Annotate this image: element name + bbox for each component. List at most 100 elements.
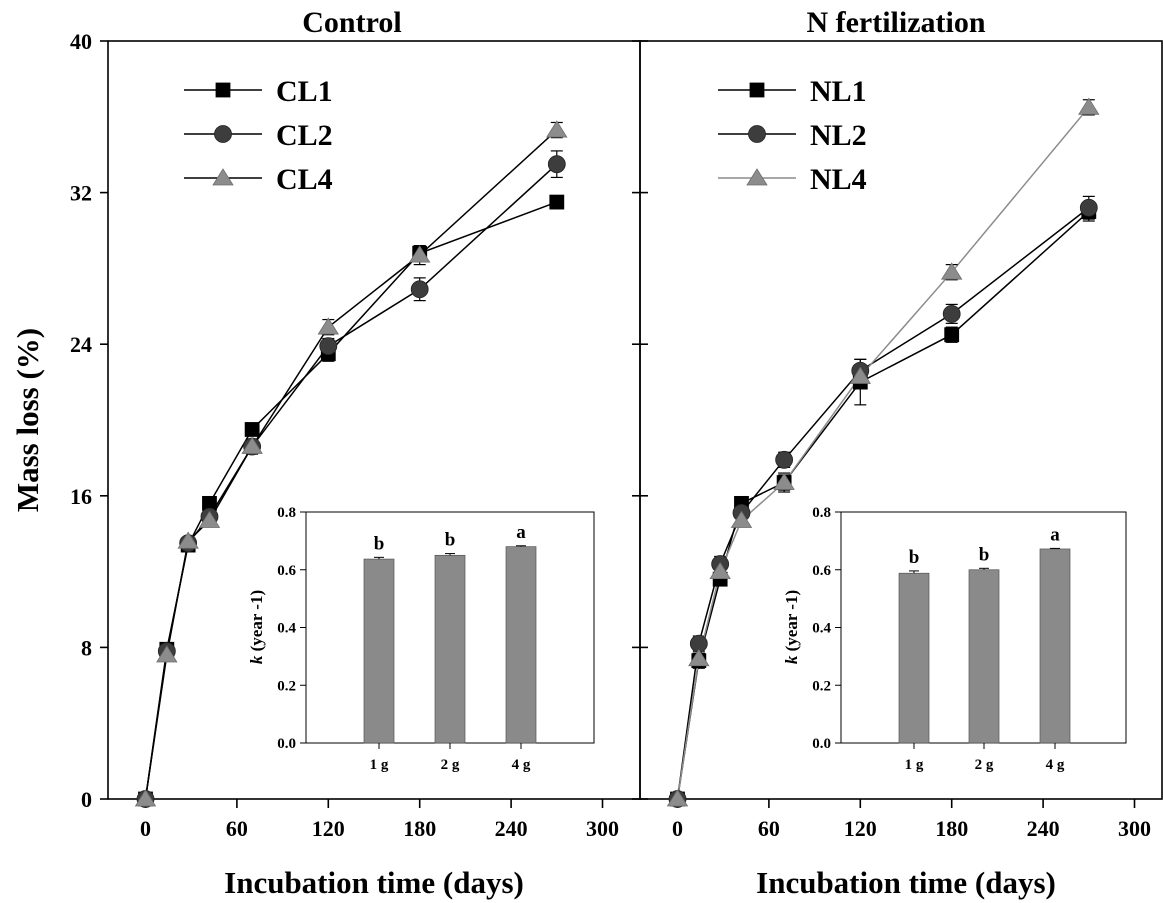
control-y-tick-label: 32 (70, 181, 92, 206)
n-fertilization-point-NL4 (730, 510, 753, 528)
n-fertilization-panel-title: N fertilization (806, 6, 985, 39)
control-point-CL4 (134, 789, 157, 807)
n-fertilization-inset-ylabel-k: k (782, 655, 801, 664)
control-inset-y-tick-label: 0.0 (277, 736, 296, 752)
n-fertilization-series-line-NL2 (676, 207, 1090, 800)
control-point-CL4 (177, 531, 199, 549)
n-fertilization-legend-label-NL2: NL2 (810, 119, 867, 152)
control-y-tick-label: 16 (70, 484, 92, 509)
n-fertilization-inset-y-tick-label: 0.0 (812, 736, 831, 752)
n-fertilization-inset-ylabel-unit: (year -1) (782, 590, 801, 656)
control-x-tick-label: 120 (312, 816, 345, 841)
control-inset-x-tick-label: 4 g (512, 757, 531, 773)
n-fertilization-inset-y-axis-title: k (year -1) (782, 590, 801, 664)
n-fertilization-point-NL4 (773, 472, 795, 490)
n-fertilization-legend-label-NL4: NL4 (810, 163, 867, 196)
control-inset-y-tick-label: 0.8 (277, 505, 296, 521)
control-point-CL1 (244, 422, 260, 437)
n-fertilization-panel: N fertilization Incubation time (days) 0… (632, 6, 1163, 900)
control-inset-ylabel-k: k (247, 655, 266, 664)
n-fertilization-inset-x-tick-label: 1 g (905, 757, 924, 773)
control-y-tick-label: 8 (81, 635, 92, 660)
n-fertilization-inset-y-tick-label: 0.6 (812, 563, 831, 579)
control-legend-label-CL4: CL4 (276, 163, 333, 196)
n-fertilization-x-axis-title: Incubation time (days) (756, 865, 1056, 900)
y-axis-title: Mass loss (%) (10, 328, 45, 512)
n-fertilization-point-NL2 (942, 304, 961, 323)
control-x-tick-label: 240 (495, 816, 528, 841)
control-k-inset: k (year -1) 0.0 0.2 0.4 0.6 0.8 1 g b 2 g b 4 g a (247, 505, 595, 773)
control-x-axis-title: Incubation time (days) (224, 865, 524, 900)
n-fertilization-x-tick-label: 180 (935, 816, 968, 841)
n-fertilization-point-NL2 (1079, 198, 1098, 217)
control-point-CL4 (408, 245, 431, 263)
control-point-CL4 (241, 436, 263, 454)
n-fertilization-inset-x-tick-label: 2 g (975, 757, 994, 773)
n-fertilization-point-NL1 (944, 327, 960, 343)
control-inset-bar-2 (434, 554, 466, 744)
control-inset-significance-letter: b (445, 530, 456, 551)
n-fertilization-point-NL4 (666, 789, 689, 807)
control-inset-y-tick-label: 0.4 (277, 621, 296, 637)
n-fertilization-inset-significance-letter: b (979, 544, 990, 565)
n-fertilization-inset-bar-2 (968, 569, 1000, 744)
n-fertilization-x-tick-label: 120 (844, 816, 877, 841)
n-fertilization-k-inset: k (year -1) 0.0 0.2 0.4 0.6 0.8 1 g b 2 g b 4 g a (782, 505, 1127, 773)
control-panel-title: Control (302, 6, 401, 39)
control-panel: Control Incubation time (days) 0 60 120 180… (70, 6, 648, 900)
n-fertilization-point-NL4 (849, 366, 872, 384)
n-fertilization-x-tick-label: 300 (1118, 816, 1151, 841)
control-inset-y-axis-title: k (year -1) (247, 590, 266, 664)
control-inset-bar-3 (505, 546, 537, 744)
n-fertilization-legend-marker-NL1 (749, 82, 765, 98)
control-y-tick-label: 0 (81, 787, 92, 812)
n-fertilization-inset-x-tick-label: 4 g (1046, 757, 1065, 773)
control-point-CL2 (319, 337, 338, 355)
control-inset-y-tick-label: 0.6 (277, 563, 296, 579)
n-fertilization-x-tick-label: 60 (758, 816, 780, 841)
control-legend-label-CL2: CL2 (276, 119, 333, 152)
n-fertilization-point-NL4 (940, 262, 963, 280)
n-fertilization-point-NL4 (709, 561, 731, 579)
control-y-tick-label: 40 (70, 29, 92, 54)
control-point-CL4 (198, 510, 221, 528)
control-inset-bar-1 (363, 558, 395, 744)
n-fertilization-legend-marker-NL2 (748, 125, 766, 143)
control-legend-marker-CL4 (212, 168, 234, 186)
n-fertilization-inset-bar-3 (1039, 548, 1071, 744)
n-fertilization-inset-significance-letter: b (909, 547, 920, 568)
n-fertilization-inset-significance-letter: a (1050, 524, 1060, 545)
control-x-tick-label: 300 (586, 816, 619, 841)
control-x-tick-label: 60 (226, 816, 248, 841)
n-fertilization-legend-marker-NL4 (746, 168, 768, 186)
control-point-CL4 (156, 645, 178, 663)
control-inset-significance-letter: b (374, 533, 385, 554)
control-inset-y-tick-label: 0.2 (277, 678, 296, 694)
n-fertilization-inset-y-tick-label: 0.8 (812, 505, 831, 521)
control-inset-x-tick-label: 1 g (370, 757, 389, 773)
control-point-CL4 (317, 317, 340, 335)
n-fertilization-inset-bar-1 (898, 572, 930, 744)
control-series-line-CL4 (144, 129, 558, 800)
control-x-tick-label: 180 (403, 816, 436, 841)
control-point-CL2 (410, 280, 429, 299)
control-inset-ylabel-unit: (year -1) (247, 590, 266, 656)
control-inset-significance-letter: a (516, 522, 526, 543)
n-fertilization-plot-frame (639, 40, 1163, 800)
control-x-tick-label: 0 (140, 816, 151, 841)
n-fertilization-point-NL4 (688, 649, 710, 667)
control-legend-label-CL1: CL1 (276, 75, 333, 108)
control-legend-marker-CL1 (215, 82, 231, 98)
control-inset-x-tick-label: 2 g (441, 757, 460, 773)
n-fertilization-inset-y-tick-label: 0.4 (812, 621, 831, 637)
n-fertilization-x-tick-label: 0 (672, 816, 683, 841)
n-fertilization-point-NL4 (1078, 97, 1100, 115)
control-y-tick-label: 24 (70, 332, 92, 357)
control-point-CL2 (547, 155, 566, 174)
n-fertilization-legend-label-NL1: NL1 (810, 75, 867, 108)
n-fertilization-point-NL2 (775, 450, 794, 469)
control-point-CL1 (549, 194, 565, 210)
control-legend-marker-CL2 (214, 125, 232, 143)
n-fertilization-inset-y-tick-label: 0.2 (812, 678, 831, 694)
